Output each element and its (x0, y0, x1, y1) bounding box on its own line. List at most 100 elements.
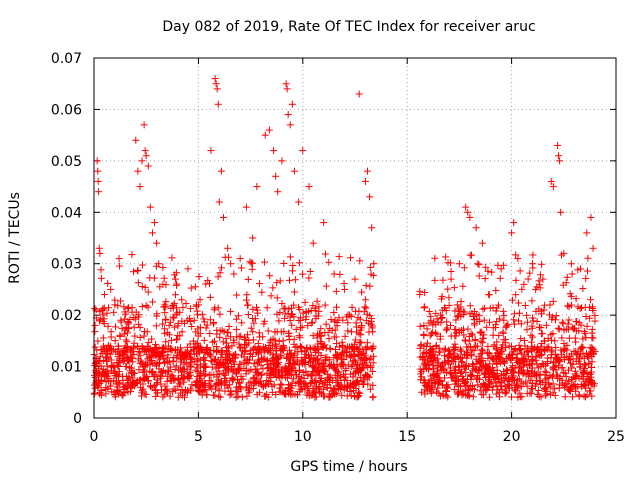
data-point (95, 188, 103, 196)
data-point (145, 338, 153, 346)
data-point (361, 177, 369, 185)
data-point (134, 167, 142, 175)
data-point (339, 316, 347, 324)
data-point (93, 157, 101, 165)
data-point (146, 383, 154, 391)
data-point (366, 193, 374, 201)
data-point (91, 328, 99, 336)
data-point (572, 318, 580, 326)
data-point (330, 333, 338, 341)
data-point (139, 261, 147, 269)
data-point (230, 270, 238, 278)
data-point (258, 371, 266, 379)
data-point (124, 324, 132, 332)
data-point (584, 267, 592, 275)
data-point (355, 90, 363, 98)
data-point (117, 318, 125, 326)
data-point (313, 383, 321, 391)
data-point (366, 385, 374, 393)
data-point (521, 302, 529, 310)
data-point (258, 381, 266, 389)
data-point (347, 254, 355, 262)
data-point (484, 343, 492, 351)
data-point (478, 391, 486, 399)
data-point (364, 371, 372, 379)
x-tick-labels: 0 5 10 15 20 25 (90, 429, 625, 445)
data-point (492, 344, 500, 352)
data-point (516, 309, 524, 317)
data-point (369, 393, 377, 401)
data-point (549, 380, 557, 388)
data-point (369, 381, 377, 389)
data-point (254, 356, 262, 364)
data-point (336, 372, 344, 380)
data-point (126, 363, 134, 371)
data-point (186, 317, 194, 325)
data-point (200, 318, 208, 326)
data-point (280, 327, 288, 335)
data-point (130, 350, 138, 358)
data-point (317, 325, 325, 333)
data-point (178, 317, 186, 325)
data-point (244, 310, 252, 318)
data-point (427, 312, 435, 320)
data-point (226, 391, 234, 399)
x-tick-label: 25 (607, 429, 625, 445)
data-point (207, 147, 215, 155)
data-point (104, 322, 112, 330)
data-point (210, 337, 218, 345)
data-point (202, 324, 210, 332)
data-point (138, 303, 146, 311)
data-point (146, 203, 154, 211)
data-point (224, 384, 232, 392)
data-point (200, 336, 208, 344)
data-point (206, 330, 214, 338)
data-point (366, 263, 374, 271)
data-point (221, 387, 229, 395)
data-point (152, 393, 160, 401)
data-point (445, 294, 453, 302)
data-point (362, 304, 370, 312)
data-point (298, 343, 306, 351)
data-point (138, 389, 146, 397)
data-point (338, 359, 346, 367)
data-point (144, 162, 152, 170)
data-point (295, 198, 303, 206)
data-point (588, 358, 596, 366)
data-point (215, 198, 223, 206)
data-point (129, 268, 137, 276)
data-point (523, 326, 531, 334)
data-point (91, 384, 99, 392)
data-point (188, 323, 196, 331)
data-point (305, 183, 313, 191)
data-point (257, 371, 265, 379)
data-point (115, 255, 123, 263)
data-point (299, 270, 307, 278)
data-point (447, 275, 455, 283)
data-point (97, 266, 105, 274)
data-point (425, 308, 433, 316)
data-point (159, 264, 167, 272)
data-point (263, 369, 271, 377)
data-point (142, 302, 150, 310)
data-point (170, 353, 178, 361)
data-point (512, 276, 520, 284)
data-point (290, 359, 298, 367)
data-point (272, 172, 280, 180)
y-tick-label: 0.07 (51, 51, 82, 67)
data-point (278, 157, 286, 165)
data-point (580, 392, 588, 400)
data-point (232, 393, 240, 401)
data-point (227, 260, 235, 268)
data-point (330, 309, 338, 317)
data-point (447, 332, 455, 340)
data-point (179, 303, 187, 311)
data-point (185, 350, 193, 358)
data-point (467, 251, 475, 259)
data-point (582, 312, 590, 320)
data-point (120, 330, 128, 338)
data-point (249, 305, 257, 313)
data-point (270, 147, 278, 155)
data-point (516, 267, 524, 275)
chart-title: Day 082 of 2019, Rate Of TEC Index for r… (162, 19, 535, 35)
